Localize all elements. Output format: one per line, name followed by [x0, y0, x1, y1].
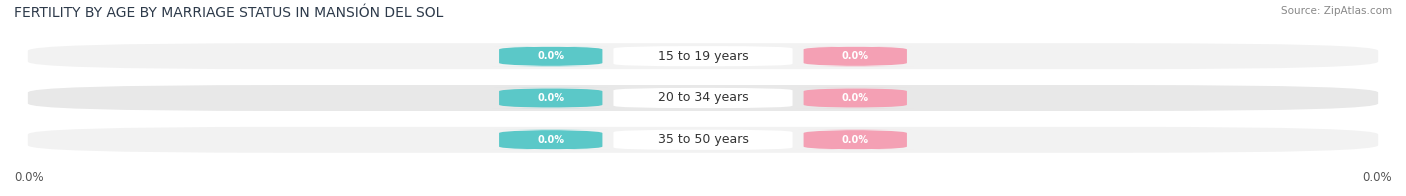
FancyBboxPatch shape [492, 130, 609, 150]
FancyBboxPatch shape [613, 88, 793, 108]
FancyBboxPatch shape [492, 46, 609, 66]
Text: FERTILITY BY AGE BY MARRIAGE STATUS IN MANSIÓN DEL SOL: FERTILITY BY AGE BY MARRIAGE STATUS IN M… [14, 6, 443, 20]
Text: 0.0%: 0.0% [537, 93, 564, 103]
Text: 0.0%: 0.0% [842, 51, 869, 61]
FancyBboxPatch shape [492, 88, 609, 108]
FancyBboxPatch shape [613, 46, 793, 66]
Text: 0.0%: 0.0% [537, 51, 564, 61]
Text: 20 to 34 years: 20 to 34 years [658, 92, 748, 104]
Text: 15 to 19 years: 15 to 19 years [658, 50, 748, 63]
Text: 0.0%: 0.0% [14, 171, 44, 184]
Text: 0.0%: 0.0% [537, 135, 564, 145]
Text: Source: ZipAtlas.com: Source: ZipAtlas.com [1281, 6, 1392, 16]
FancyBboxPatch shape [797, 130, 914, 150]
Text: 0.0%: 0.0% [1362, 171, 1392, 184]
Text: 35 to 50 years: 35 to 50 years [658, 133, 748, 146]
FancyBboxPatch shape [797, 88, 914, 108]
FancyBboxPatch shape [28, 43, 1378, 69]
FancyBboxPatch shape [613, 130, 793, 150]
FancyBboxPatch shape [28, 85, 1378, 111]
Text: 0.0%: 0.0% [842, 135, 869, 145]
FancyBboxPatch shape [28, 127, 1378, 153]
FancyBboxPatch shape [797, 46, 914, 66]
Text: 0.0%: 0.0% [842, 93, 869, 103]
